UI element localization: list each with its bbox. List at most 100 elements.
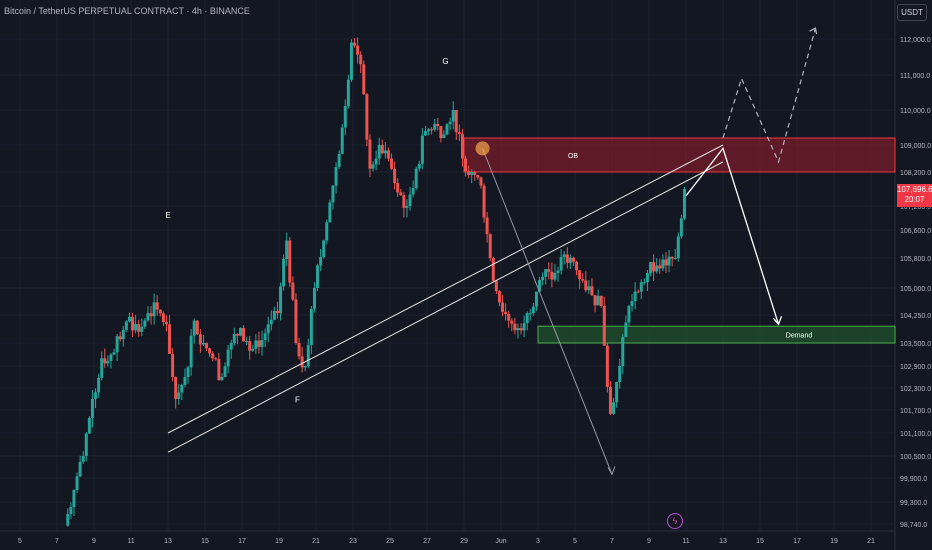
candle-body	[171, 353, 175, 378]
candle-body	[621, 337, 625, 366]
y-tick-label: 102,900.0	[900, 364, 931, 371]
candle-body	[507, 314, 511, 321]
candle-body	[223, 366, 227, 377]
candle-body	[581, 279, 585, 281]
candle-body	[81, 456, 85, 462]
candle-body	[140, 326, 144, 332]
candle-body	[565, 254, 569, 263]
candle-body	[544, 269, 548, 277]
candle-body	[316, 265, 320, 288]
candle-body	[618, 366, 622, 382]
candle-body	[211, 353, 215, 359]
candle-body	[667, 256, 671, 266]
candle-body	[106, 360, 110, 364]
candle-body	[319, 257, 323, 266]
candle-body	[353, 42, 357, 46]
candle-body	[291, 282, 295, 300]
candle-body	[312, 288, 316, 309]
y-tick-label: 102,300.0	[900, 386, 931, 393]
candle-body	[550, 271, 554, 280]
candle-body	[127, 316, 131, 322]
candle-body	[528, 313, 532, 315]
candle-body	[630, 301, 634, 306]
x-tick-label: 25	[386, 538, 394, 545]
y-tick-label: 99,900.0	[900, 476, 927, 483]
candle-body	[152, 302, 156, 317]
candle-body	[534, 291, 538, 307]
x-tick-label: 11	[682, 538, 689, 545]
candle-body	[94, 392, 98, 399]
candle-body	[279, 286, 283, 314]
candle-body	[66, 513, 70, 526]
current-price-badge: 107,696.6 20:07	[897, 184, 932, 207]
x-tick-label: 11	[127, 538, 134, 545]
candle-body	[599, 295, 603, 306]
candle-body	[608, 386, 612, 414]
candle-body	[504, 311, 508, 315]
candle-body	[664, 259, 668, 266]
candle-body	[433, 124, 437, 130]
candle-body	[380, 145, 384, 154]
lightning-icon[interactable]: ϟ	[667, 513, 683, 529]
candle-body	[238, 328, 242, 336]
candle-body	[87, 417, 91, 434]
candle-body	[168, 324, 172, 354]
candle-body	[596, 295, 600, 306]
candle-body	[485, 217, 489, 235]
candle-body	[192, 320, 196, 336]
candle-body	[655, 265, 659, 272]
candle-body	[556, 270, 560, 273]
candle-body	[235, 333, 239, 336]
candle-body	[417, 163, 421, 169]
candle-body	[343, 106, 347, 128]
candle-body	[649, 262, 653, 273]
candle-body	[587, 286, 591, 291]
candle-body	[436, 124, 440, 126]
candle-body	[245, 341, 249, 343]
candle-body	[676, 236, 680, 258]
candle-body	[334, 167, 338, 186]
x-tick-label: 27	[423, 538, 431, 545]
candle-body	[229, 343, 233, 350]
candle-body	[658, 265, 662, 269]
candle-body	[149, 313, 153, 317]
y-tick-label: 100,500.0	[900, 454, 931, 461]
candle-body	[516, 328, 520, 331]
candle-body	[408, 194, 412, 206]
candle-body	[445, 124, 449, 135]
candle-body	[510, 320, 514, 324]
annotation-label-e: E	[165, 211, 170, 220]
candle-body	[131, 316, 135, 331]
dashed-projection-path	[722, 28, 817, 164]
candle-body	[356, 45, 360, 55]
candle-body	[411, 188, 415, 195]
grey-arrow-line	[482, 148, 613, 475]
candle-body	[386, 150, 390, 159]
candle-body	[661, 259, 665, 269]
candle-body	[97, 377, 101, 393]
candle-body	[482, 185, 486, 218]
candle-body	[325, 222, 329, 241]
candle-body	[627, 306, 631, 323]
currency-unit-button[interactable]: USDT	[897, 4, 927, 21]
x-tick-label: 7	[610, 538, 614, 545]
x-tick-label: 9	[92, 538, 96, 545]
candle-body	[451, 110, 455, 122]
candle-body	[405, 206, 409, 208]
candle-body	[501, 302, 505, 312]
candle-body	[454, 110, 458, 133]
candle-body	[430, 129, 434, 131]
candle-body	[442, 134, 446, 139]
candle-body	[186, 367, 190, 377]
channel-line	[167, 161, 724, 453]
candle-body	[349, 42, 353, 80]
y-tick-label: 105,800.0	[900, 256, 931, 263]
x-tick-label: 17	[793, 538, 801, 545]
y-tick-label: 111,000.0	[900, 73, 930, 80]
candle-body	[494, 280, 498, 292]
y-tick-label: 98,740.0	[900, 522, 927, 529]
candle-body	[439, 125, 443, 139]
candle-body	[359, 54, 363, 65]
